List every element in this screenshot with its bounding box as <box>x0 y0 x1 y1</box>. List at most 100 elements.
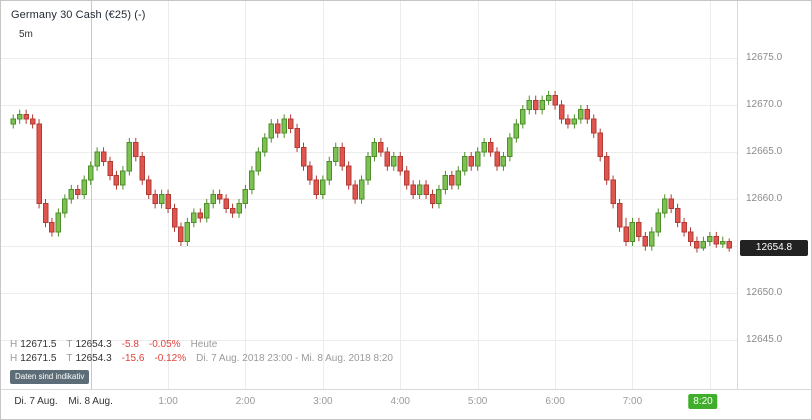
candle-up <box>81 179 87 195</box>
candle-up <box>571 118 578 125</box>
candle-up <box>358 179 365 200</box>
price-axis-label: 12645.0 <box>746 334 783 345</box>
candle-up <box>10 118 16 125</box>
candle-up <box>649 231 655 247</box>
candle-up <box>629 222 636 242</box>
candle-up <box>507 137 513 158</box>
candle-down <box>223 198 229 209</box>
time-axis-hour-label: 7:00 <box>622 396 643 407</box>
candle-down <box>468 156 474 167</box>
candle-down <box>300 146 307 167</box>
candle-down <box>378 142 384 153</box>
candle-up <box>720 240 726 245</box>
candle-down <box>591 118 597 134</box>
time-axis-day-label: Di. 7 Aug. <box>14 396 58 407</box>
candle-down <box>345 165 352 186</box>
candle-down <box>449 175 455 186</box>
time-axis-day-label: Mi. 8 Aug. <box>68 396 113 407</box>
time-axis-hour-label: 2:00 <box>235 396 256 407</box>
candle-up <box>191 212 197 224</box>
candle-up <box>442 175 449 191</box>
time-axis-hour-label: 3:00 <box>313 396 333 407</box>
candle-up <box>87 165 94 181</box>
candle-up <box>236 203 242 214</box>
candle-down <box>603 156 610 181</box>
candle-up <box>255 151 262 172</box>
candle-down <box>429 193 436 205</box>
candle-down <box>565 118 571 125</box>
candle-down <box>668 198 674 209</box>
candle-down <box>642 236 649 247</box>
candle-up <box>268 123 274 139</box>
candle-up <box>474 151 481 167</box>
candle-down <box>133 142 139 158</box>
candle-up <box>481 142 487 153</box>
candle-down <box>403 170 410 186</box>
candle-down <box>287 118 294 129</box>
time-axis-hour-label: 6:00 <box>545 396 565 407</box>
candle-down <box>423 184 429 195</box>
candle-down <box>100 151 107 162</box>
chart-canvas[interactable] <box>1 1 737 389</box>
candle-up <box>242 189 249 205</box>
candle-down <box>339 146 345 167</box>
current-time-badge: 8:20 <box>688 394 718 409</box>
price-axis[interactable]: 12675.0 12670.0 12665.0 12660.0 12650.0 12645… <box>737 1 811 389</box>
candle-up <box>210 193 216 205</box>
candle-up <box>700 240 707 249</box>
candlestick-plot[interactable]: Germany 30 Cash (€25) (-) 5m H 12671.5 T 12… <box>1 1 737 389</box>
candle-up <box>416 184 423 195</box>
candle-up <box>539 99 545 111</box>
candle-down <box>384 151 391 167</box>
candle-up <box>281 118 287 134</box>
candle-down <box>584 109 591 120</box>
candle-down <box>216 193 223 200</box>
candle-down <box>23 113 29 120</box>
candle-up <box>500 156 507 167</box>
candle-up <box>62 198 68 214</box>
candle-up <box>249 170 255 191</box>
price-axis-label: 12665.0 <box>746 146 783 157</box>
candle-up <box>520 109 526 125</box>
candle-up <box>655 212 661 233</box>
price-axis-label: 12660.0 <box>746 193 783 204</box>
time-axis-hour-label: 4:00 <box>390 396 410 407</box>
candle-down <box>294 128 300 148</box>
candle-down <box>75 189 81 195</box>
candle-down <box>636 222 642 238</box>
candle-down <box>36 123 42 205</box>
candle-down <box>49 222 55 233</box>
current-price-tag: 12654.8 <box>740 239 808 256</box>
time-axis[interactable]: Di. 7 Aug. Mi. 8 Aug. 1:00 2:00 3:00 4:00 5:00… <box>1 389 811 419</box>
candle-up <box>326 160 333 181</box>
candle-down <box>107 160 113 176</box>
candle-up <box>391 156 397 167</box>
candle-down <box>487 142 494 153</box>
candle-down <box>558 104 565 120</box>
price-axis-label: 12675.0 <box>746 52 783 63</box>
candle-down <box>42 203 49 223</box>
candle-up <box>262 137 268 153</box>
candle-up <box>462 156 468 172</box>
candle-down <box>674 207 681 223</box>
candle-down <box>532 99 539 111</box>
candle-down <box>397 156 403 172</box>
candle-up <box>68 189 75 200</box>
candle-down <box>610 179 616 205</box>
candle-down <box>307 165 313 181</box>
candle-down <box>29 118 36 125</box>
time-axis-hour-label: 5:00 <box>467 396 488 407</box>
candle-up <box>436 189 442 205</box>
price-axis-label: 12650.0 <box>746 287 783 298</box>
time-axis-hour-label: 1:00 <box>158 396 178 407</box>
candle-up <box>707 236 713 242</box>
candle-up <box>184 222 191 242</box>
candle-up <box>526 99 532 111</box>
candle-up <box>16 113 23 120</box>
candle-down <box>352 184 358 200</box>
candle-down <box>597 132 603 158</box>
candle-down <box>165 193 171 209</box>
candle-down <box>171 207 178 228</box>
candle-down <box>726 240 732 249</box>
candle-down <box>152 193 158 205</box>
